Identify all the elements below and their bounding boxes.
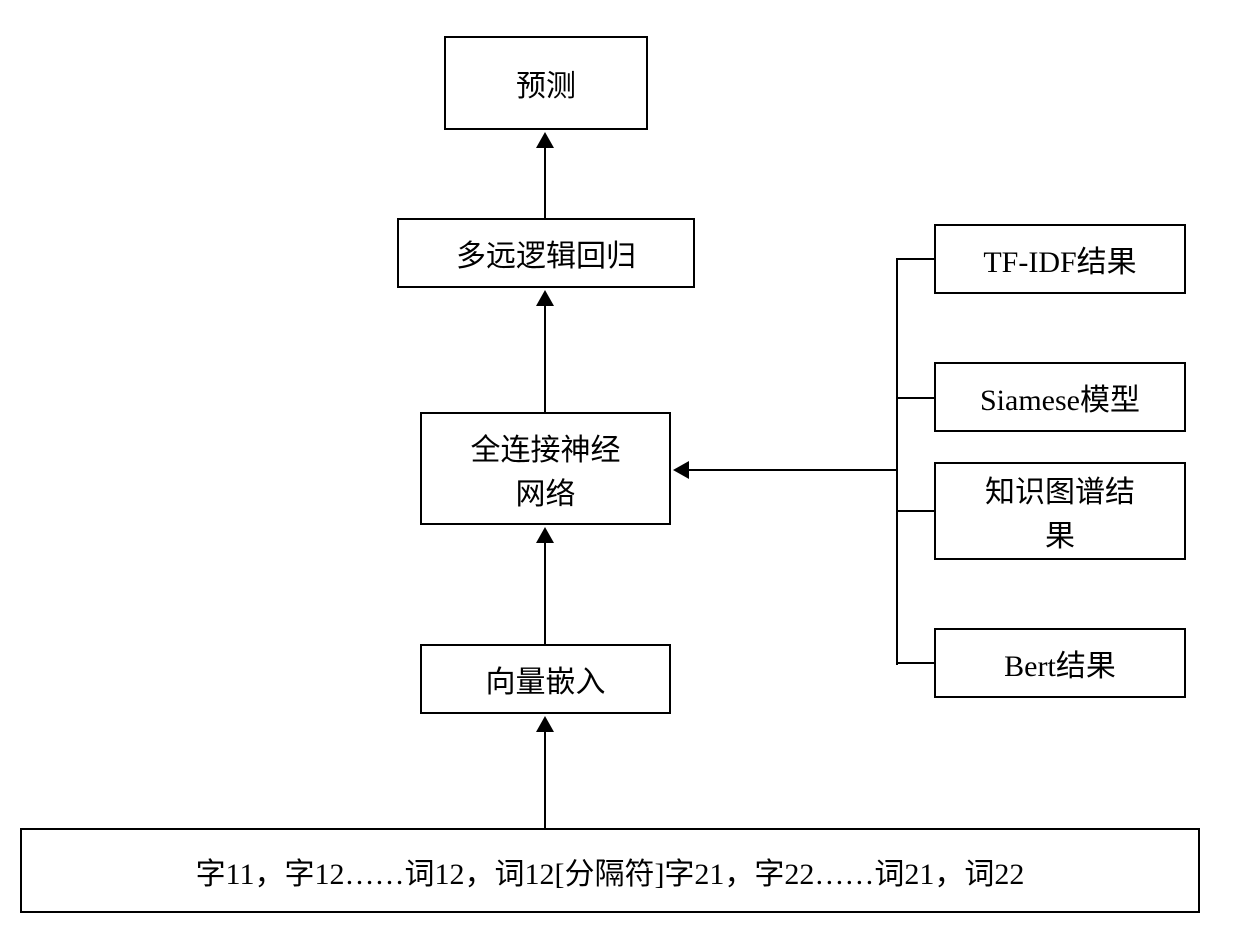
arrow-line-fc-logistic xyxy=(544,304,546,412)
siamese-box: Siamese模型 xyxy=(934,362,1186,432)
input-box: 字11，字12……词12，词12[分隔符]字21，字22……词21，词22 xyxy=(20,828,1200,913)
embedding-box: 向量嵌入 xyxy=(420,644,671,714)
arrow-line-logistic-predict xyxy=(544,146,546,218)
logistic-regression-box: 多远逻辑回归 xyxy=(397,218,695,288)
arrow-line-input-embedding xyxy=(544,730,546,828)
knowledge-graph-box: 知识图谱结 果 xyxy=(934,462,1186,560)
bracket-tick-kg xyxy=(896,510,934,512)
tfidf-box: TF-IDF结果 xyxy=(934,224,1186,294)
arrow-head-input-embedding xyxy=(536,716,554,732)
bracket-arrow-line xyxy=(687,469,896,471)
predict-box: 预测 xyxy=(444,36,648,130)
arrow-line-embedding-fc xyxy=(544,541,546,644)
arrow-head-fc-logistic xyxy=(536,290,554,306)
bracket-tick-siamese xyxy=(896,397,934,399)
bracket-tick-bert xyxy=(896,662,934,664)
arrow-head-logistic-predict xyxy=(536,132,554,148)
arrow-head-embedding-fc xyxy=(536,527,554,543)
fc-network-box: 全连接神经 网络 xyxy=(420,412,671,525)
bracket-spine xyxy=(896,259,898,665)
bracket-arrow-head xyxy=(673,461,689,479)
bert-box: Bert结果 xyxy=(934,628,1186,698)
bracket-tick-tfidf xyxy=(896,258,934,260)
